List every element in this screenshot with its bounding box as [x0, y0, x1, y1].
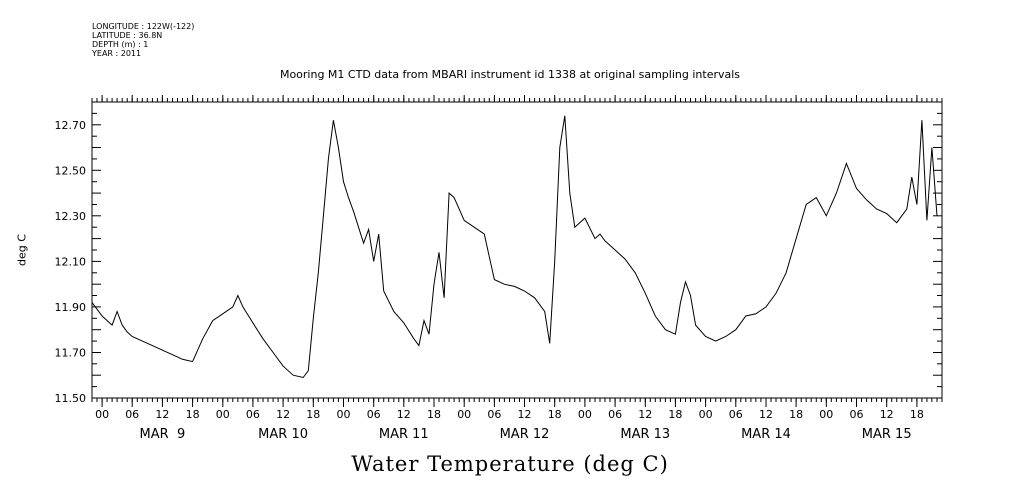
x-day-label: MAR 14: [741, 427, 791, 442]
depth-text: DEPTH (m) : 1: [92, 40, 149, 49]
x-tick-label: 06: [125, 408, 139, 421]
x-tick-label: 18: [306, 408, 320, 421]
y-tick-label: 12.70: [55, 119, 87, 132]
x-day-label: MAR 12: [500, 427, 550, 442]
x-tick-label: 00: [819, 408, 833, 421]
temperature-series-line: [91, 115, 938, 379]
x-tick-label: 18: [789, 408, 803, 421]
x-tick-label: 18: [427, 408, 441, 421]
x-tick-label: 00: [457, 408, 471, 421]
x-tick-label: 12: [155, 408, 169, 421]
x-day-label: MAR 15: [862, 427, 912, 442]
x-tick-label: 06: [729, 408, 743, 421]
x-tick-label: 06: [367, 408, 381, 421]
y-tick-label: 12.30: [55, 210, 87, 223]
y-tick-label: 11.70: [55, 347, 87, 360]
longitude-text: LONGITUDE : 122W(-122): [92, 22, 195, 31]
x-tick-label: 12: [518, 408, 532, 421]
x-tick-label: 00: [578, 408, 592, 421]
x-tick-label: 12: [276, 408, 290, 421]
y-tick-label: 12.50: [55, 164, 87, 177]
metadata-block: LONGITUDE : 122W(-122) LATITUDE : 36.8N …: [92, 22, 194, 58]
x-tick-label: 18: [668, 408, 682, 421]
y-tick-label: 11.90: [55, 301, 87, 314]
x-day-label: MAR 11: [379, 427, 429, 442]
x-tick-label: 00: [337, 408, 351, 421]
x-tick-label: 06: [608, 408, 622, 421]
x-tick-label: 12: [759, 408, 773, 421]
latitude-text: LATITUDE : 36.8N: [92, 31, 163, 40]
x-tick-label: 18: [548, 408, 562, 421]
year-text: YEAR : 2011: [92, 49, 142, 58]
x-tick-label: 12: [638, 408, 652, 421]
x-tick-label: 12: [880, 408, 894, 421]
x-tick-label: 00: [699, 408, 713, 421]
x-tick-label: 00: [216, 408, 230, 421]
axis-labels: 00 06 12 18 00 06 12 18 00 06 12 18 00 06 12 18 00 06 12 18…: [55, 119, 924, 442]
y-tick-label: 11.50: [55, 392, 87, 405]
y-tick-label: 12.10: [55, 255, 87, 268]
x-tick-label: 06: [246, 408, 260, 421]
x-tick-label: 18: [910, 408, 924, 421]
x-day-label: MAR 9: [140, 427, 186, 442]
chart-title: Mooring M1 CTD data from MBARI instrumen…: [279, 68, 741, 81]
x-tick-label: 06: [850, 408, 864, 421]
x-tick-label: 12: [397, 408, 411, 421]
x-day-label: MAR 13: [620, 427, 670, 442]
axis-ticks: [91, 95, 943, 407]
plot-frame: [91, 101, 943, 399]
x-tick-label: 06: [487, 408, 501, 421]
x-day-label: MAR 10: [258, 427, 308, 442]
x-axis-title: Water Temperature (deg C): [351, 452, 669, 476]
x-tick-label: 18: [186, 408, 200, 421]
x-tick-label: 00: [95, 408, 109, 421]
